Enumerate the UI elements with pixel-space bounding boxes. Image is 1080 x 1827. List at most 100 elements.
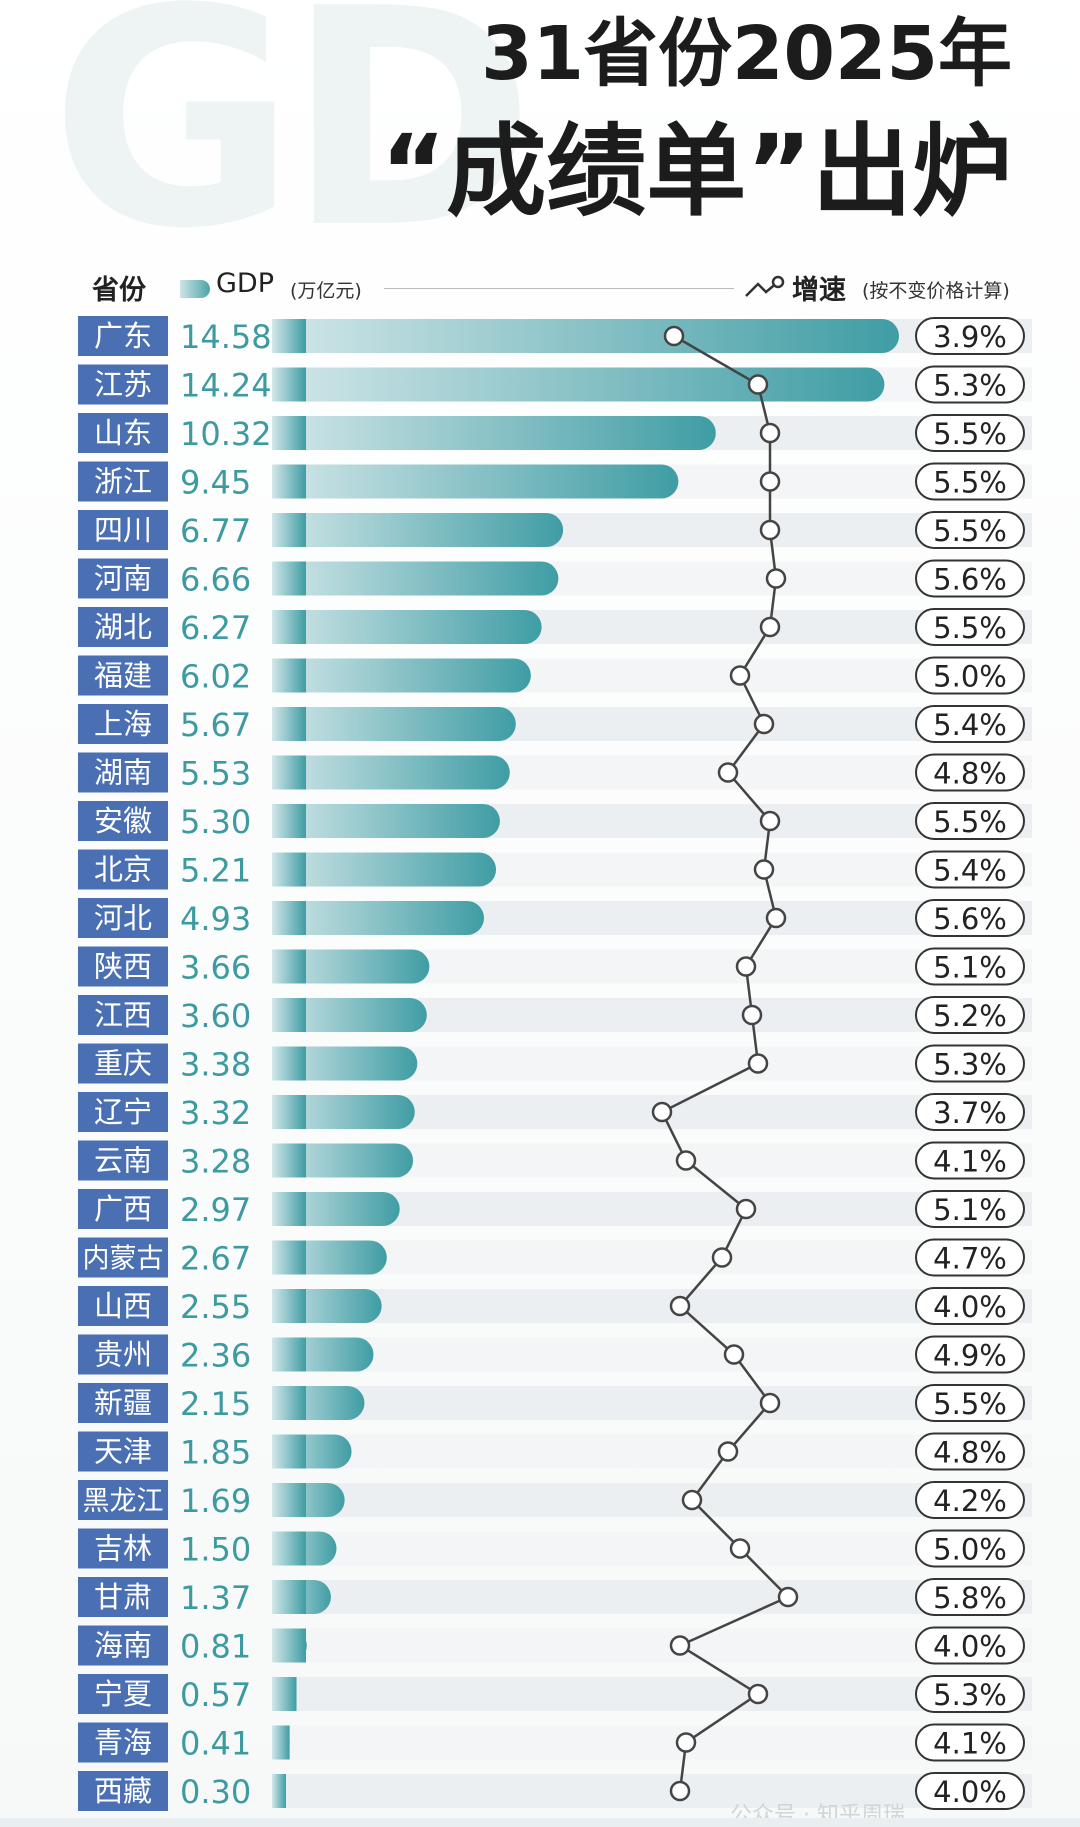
province-label: 海南 — [94, 1629, 152, 1663]
legend-growth-label: 增速 — [792, 275, 846, 306]
gdp-bar-square-end — [272, 513, 306, 547]
gdp-bar — [272, 1095, 415, 1129]
gdp-bar-square-end — [272, 416, 306, 450]
gdp-bar-square-end — [272, 949, 306, 984]
growth-value-label: 4.1% — [933, 1727, 1007, 1761]
growth-pill — [915, 317, 1025, 355]
gdp-bar — [272, 852, 497, 887]
growth-value-label: 5.3% — [933, 369, 1007, 403]
province-label: 重庆 — [94, 1047, 152, 1081]
growth-pill — [915, 1529, 1025, 1568]
row-stripe — [272, 1483, 1032, 1517]
row-stripe — [272, 1628, 1032, 1663]
growth-point — [681, 1489, 703, 1511]
growth-value-label: 5.1% — [933, 951, 1007, 985]
growth-point — [711, 1247, 733, 1268]
province-label-box — [78, 1286, 168, 1326]
gdp-value-label: 3.38 — [180, 1046, 251, 1084]
gdp-value-label: 3.28 — [180, 1143, 251, 1181]
gdp-value-label: 2.36 — [180, 1337, 251, 1375]
province-label-box — [78, 1771, 168, 1811]
row-stripe — [272, 1386, 1032, 1420]
growth-pill — [915, 1432, 1025, 1471]
growth-point — [759, 1392, 781, 1414]
growth-point — [729, 1538, 751, 1559]
legend-growth-unit: (按不变价格计算) — [862, 280, 1010, 302]
gdp-value-label: 0.57 — [180, 1676, 251, 1714]
province-label-box — [78, 1092, 168, 1132]
growth-pill — [915, 1287, 1025, 1325]
province-label: 西藏 — [94, 1774, 152, 1808]
gdp-value-label: 2.97 — [180, 1191, 251, 1229]
gdp-bar-square-end — [272, 852, 306, 887]
gdp-bar-square-end — [272, 1628, 306, 1663]
growth-point — [765, 568, 787, 589]
growth-value-label: 5.5% — [933, 514, 1007, 548]
province-label-box — [78, 1334, 168, 1375]
province-label: 河南 — [94, 562, 152, 596]
growth-pill — [915, 1141, 1025, 1180]
gdp-bar — [272, 998, 427, 1032]
growth-pill — [915, 462, 1025, 501]
growth-pill — [915, 1481, 1025, 1519]
gdp-value-label: 0.81 — [180, 1628, 251, 1666]
legend-gdp-swatch — [180, 280, 210, 298]
growth-point — [753, 859, 775, 880]
gdp-bar-square-end — [272, 610, 306, 644]
gdp-bar — [272, 561, 559, 596]
row-stripe — [272, 1337, 1032, 1372]
growth-value-label: 3.9% — [933, 320, 1007, 354]
province-label-box — [78, 1528, 168, 1569]
title-line-1: 31省份2025年 — [481, 11, 1012, 97]
province-label: 湖北 — [94, 610, 152, 644]
province-label-box — [78, 1674, 168, 1714]
province-label: 黑龙江 — [83, 1486, 164, 1517]
province-label: 吉林 — [94, 1532, 152, 1566]
growth-pill — [915, 899, 1025, 937]
gdp-bar — [272, 949, 430, 984]
growth-point — [717, 762, 739, 783]
growth-pill — [915, 559, 1025, 598]
growth-pill — [915, 414, 1025, 452]
province-label-box — [78, 607, 168, 647]
gdp-bar — [272, 610, 542, 644]
growth-point — [747, 374, 769, 395]
growth-point — [675, 1732, 697, 1753]
gdp-bar — [272, 658, 531, 693]
growth-value-label: 5.6% — [933, 902, 1007, 936]
gdp-bar — [272, 901, 485, 935]
legend: 省份 GDP (万亿元) 增速 (按不变价格计算) — [0, 268, 1080, 308]
gdp-value-label: 1.69 — [180, 1482, 251, 1520]
growth-point — [765, 907, 787, 929]
gdp-value-label: 6.66 — [180, 561, 251, 599]
gdp-value-label: 14.58 — [180, 318, 272, 356]
province-label-box — [78, 461, 168, 502]
growth-point — [759, 519, 781, 541]
gdp-bar — [272, 513, 564, 547]
province-label-box — [78, 1189, 168, 1229]
growth-value-label: 5.5% — [933, 466, 1007, 500]
row-stripe — [272, 1580, 1032, 1614]
growth-point — [675, 1150, 697, 1171]
growth-value-label: 4.8% — [933, 1436, 1007, 1470]
gdp-bar-square-end — [272, 561, 306, 596]
province-label: 山西 — [94, 1289, 152, 1323]
gdp-bar-square-end — [272, 707, 306, 741]
province-label: 山东 — [94, 416, 152, 450]
growth-pill — [915, 1772, 1025, 1810]
province-label-box — [78, 801, 168, 841]
growth-point — [723, 1344, 745, 1365]
legend-gdp-label: GDP — [216, 268, 274, 299]
growth-pill — [915, 1190, 1025, 1228]
growth-pill — [915, 1723, 1025, 1762]
gdp-value-label: 6.77 — [180, 512, 251, 550]
gdp-value-label: 3.66 — [180, 949, 251, 987]
growth-value-label: 5.3% — [933, 1678, 1007, 1712]
province-label: 宁夏 — [94, 1677, 152, 1711]
gdp-bar-square-end — [272, 1240, 306, 1275]
province-label-box — [78, 558, 168, 599]
growth-pill — [915, 753, 1025, 792]
growth-value-label: 5.2% — [933, 999, 1007, 1033]
growth-point — [735, 1198, 757, 1220]
growth-value-label: 4.9% — [933, 1339, 1007, 1373]
